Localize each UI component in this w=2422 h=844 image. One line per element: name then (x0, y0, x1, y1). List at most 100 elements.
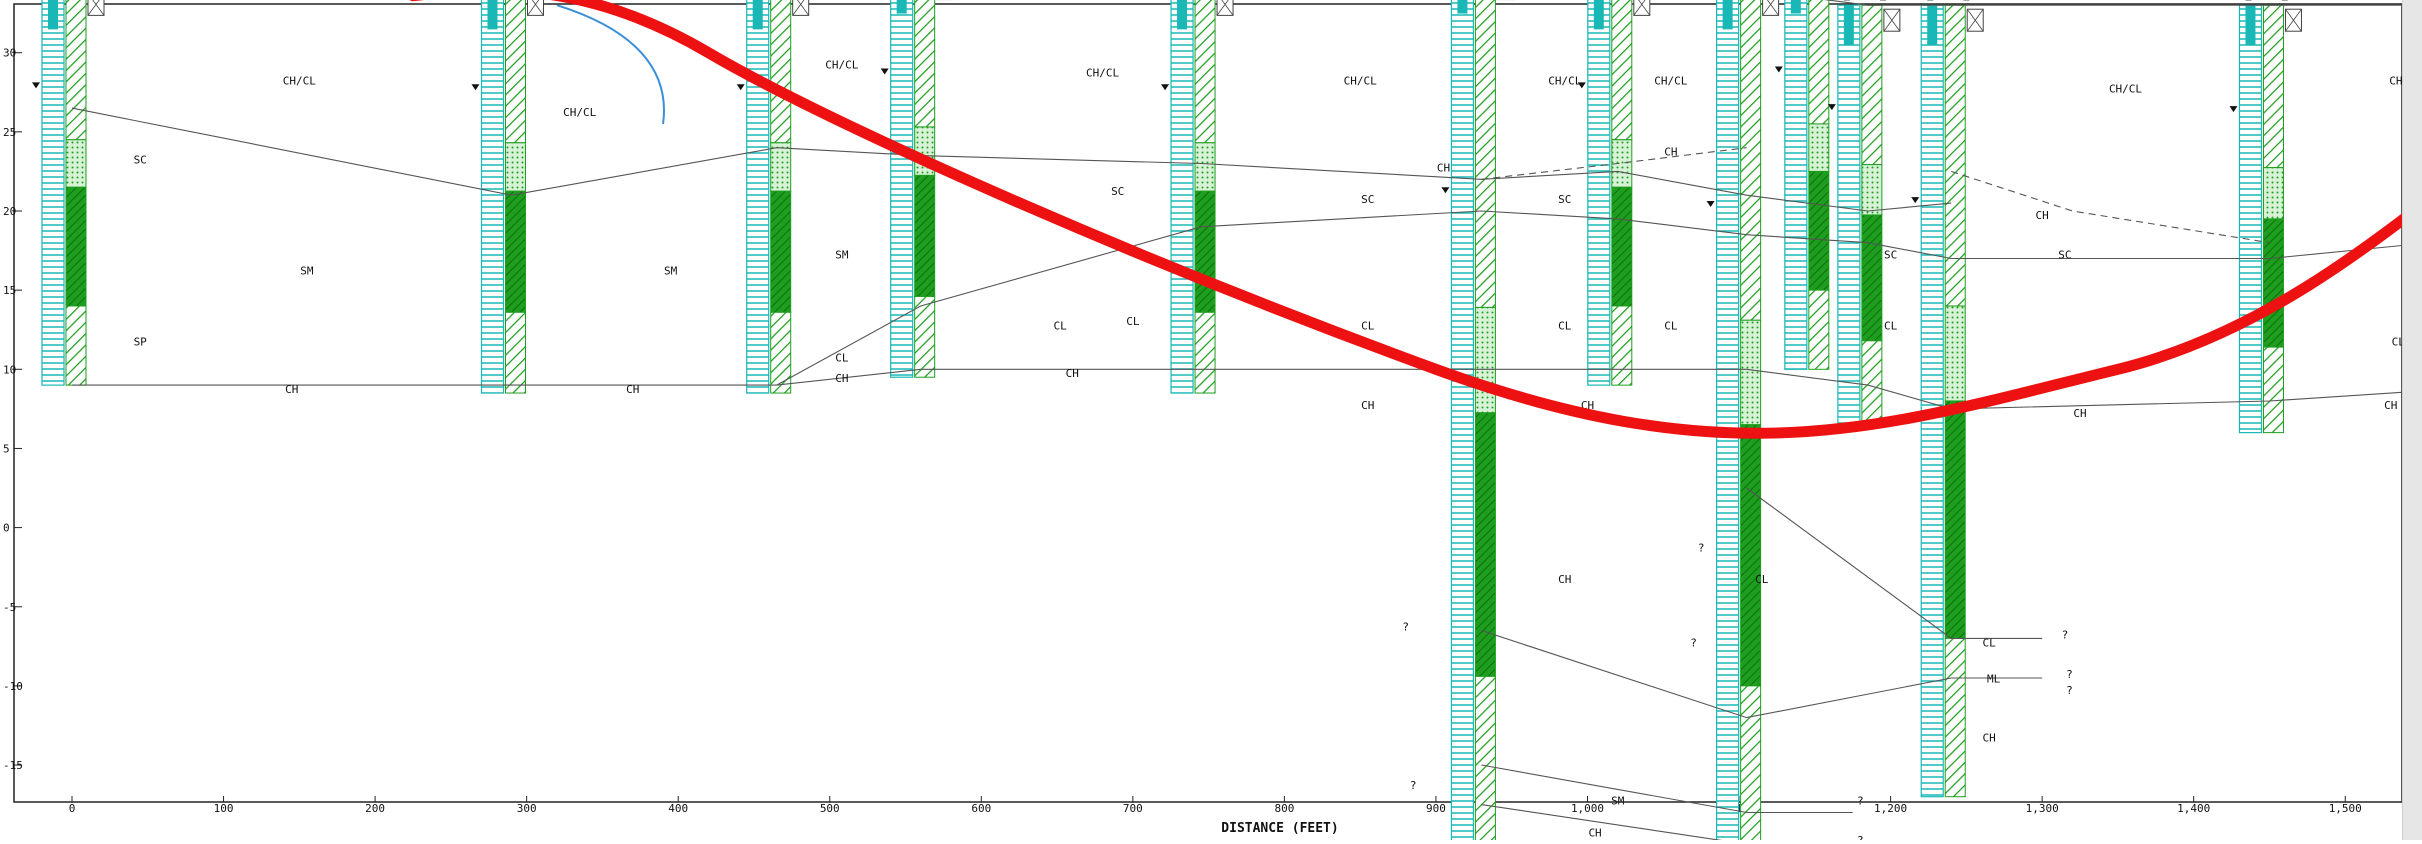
lithology-segment (770, 311, 792, 394)
stratum-boundary (1481, 764, 1853, 814)
lithology-segment (1808, 0, 1830, 125)
lithology-segment (1808, 289, 1830, 370)
lithology-segment (1474, 306, 1496, 414)
uncertain-marker: ? (1857, 834, 1864, 840)
well-log: HU_1MW06_HNTB (1161, 0, 1234, 394)
well-casing (1450, 0, 1475, 844)
well-riser (896, 0, 907, 14)
lithology-segment (914, 174, 936, 297)
stratum-boundary (1823, 0, 2422, 6)
x-tick-label: 1,000 (1571, 802, 1604, 815)
soil-type-label: CH/CL (563, 106, 596, 119)
soil-type-label: CH (2073, 407, 2086, 420)
water-level-marker (1774, 66, 1783, 73)
x-tick-label: 200 (365, 802, 385, 815)
soil-type-label: CL (1664, 320, 1678, 333)
well-casing (746, 0, 770, 394)
well-casing (890, 0, 914, 378)
stratum-boundary (776, 210, 2422, 386)
well-riser (1843, 5, 1854, 46)
water-level-marker (32, 82, 40, 89)
lithology-segment (504, 311, 526, 394)
well-log: HU_1MW01_HNTB (32, 0, 105, 386)
soil-type-label: CH (1437, 161, 1450, 174)
x-tick-label: 800 (1274, 802, 1294, 815)
soil-type-label: SC (1884, 248, 1897, 261)
well-riser (1927, 5, 1938, 46)
well-log: HU_1MW08_HNTB (1577, 0, 1651, 386)
stratum-boundary (1481, 804, 1853, 844)
soil-type-label: CH/CL (2389, 74, 2402, 87)
soil-type-label: CH (1361, 399, 1374, 412)
sample-box (1762, 0, 1780, 16)
water-level-marker (471, 84, 480, 91)
lithology-segment (1944, 637, 1966, 798)
lithology-segment (1611, 305, 1633, 386)
lithology-segment (1474, 412, 1496, 677)
well-casing (1587, 0, 1611, 386)
sample-box-cross (1966, 8, 1984, 32)
uncertain-marker: ? (1857, 795, 1864, 808)
y-tick-label: 25 (3, 126, 16, 139)
x-tick-label: 300 (517, 802, 537, 815)
soil-type-label: SC (2058, 248, 2071, 261)
water-level-marker (1441, 187, 1450, 194)
scroll-strip (2402, 0, 2422, 840)
soil-type-label: CH/CL (1344, 74, 1377, 87)
x-tick-label: 900 (1426, 802, 1446, 815)
lithology-segment (1944, 400, 1966, 639)
sample-box-cross (2285, 8, 2302, 32)
well-name-label: HU_2MW03_HNTB (1915, 0, 1993, 1)
well-log: HU_1MW14_HNTB (2229, 0, 2312, 434)
lithology-segment (1861, 340, 1883, 426)
soil-type-label: CL (835, 351, 849, 364)
well-log: HU_1MW05_HNTB (880, 0, 954, 378)
lithology-segment (504, 142, 526, 192)
well-casing (480, 0, 505, 394)
lithology-segment (504, 0, 526, 144)
soil-type-label: CH (1664, 146, 1677, 159)
sample-box (1633, 0, 1651, 16)
well-log: HU_2MW02_HNTB (1706, 0, 1780, 844)
y-tick-label: 20 (3, 205, 16, 218)
soil-type-label: CL (1053, 320, 1067, 333)
y-tick-label: 30 (3, 47, 16, 60)
well-riser (1722, 0, 1733, 30)
well-riser (487, 0, 498, 30)
soil-type-label: ML (1987, 673, 2001, 686)
sample-box (526, 0, 544, 16)
well-riser (1790, 0, 1801, 14)
uncertain-marker: ? (2066, 684, 2073, 697)
lithology-segment (1740, 319, 1762, 426)
sample-box-cross (1762, 0, 1775, 16)
lithology-segment (1194, 0, 1216, 144)
water-level-marker (1161, 84, 1170, 91)
uncertain-marker: ? (1410, 779, 1417, 792)
well-casing (1837, 4, 1861, 426)
soil-type-label: CL (1361, 320, 1375, 333)
soil-type-label: CH (835, 372, 848, 385)
stratum-boundary (1481, 629, 2043, 719)
lithology-segment (1740, 424, 1762, 687)
sample-box-cross (792, 0, 805, 16)
lithology-segment (1194, 142, 1216, 192)
y-tick-label: -15 (3, 759, 23, 772)
x-tick-label: 1,500 (2329, 802, 2362, 815)
lithology-segment (1611, 186, 1633, 307)
lithology-segment (914, 295, 936, 378)
well-riser (1457, 0, 1468, 14)
soil-type-label: CH (2036, 209, 2049, 222)
soil-type-label: SC (1361, 193, 1374, 206)
well-log: HU_1MW12_HNTB (1774, 0, 1848, 370)
well-casing (1170, 0, 1194, 394)
uncertain-marker: ? (2062, 628, 2069, 641)
stratum-boundary (1746, 487, 2043, 639)
soil-type-label: CH/CL (2109, 82, 2142, 95)
y-tick-label: -10 (3, 680, 23, 693)
lithology-segment (1944, 4, 1966, 307)
inferred-boundary (1951, 170, 2270, 244)
well-riser (48, 0, 58, 30)
lithology-segment (1474, 0, 1496, 308)
